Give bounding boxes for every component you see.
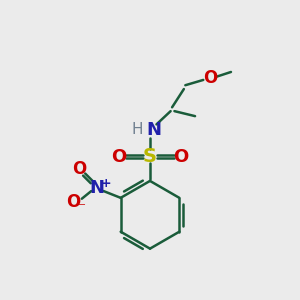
Text: O: O (72, 160, 86, 178)
Text: O: O (173, 148, 188, 166)
Text: O: O (66, 193, 81, 211)
Text: S: S (143, 147, 157, 166)
Text: ⁻: ⁻ (78, 200, 86, 215)
Text: O: O (202, 69, 217, 87)
Text: +: + (100, 177, 111, 190)
Text: N: N (90, 178, 105, 196)
Text: O: O (112, 148, 127, 166)
Text: N: N (146, 121, 161, 139)
Text: H: H (132, 122, 143, 136)
